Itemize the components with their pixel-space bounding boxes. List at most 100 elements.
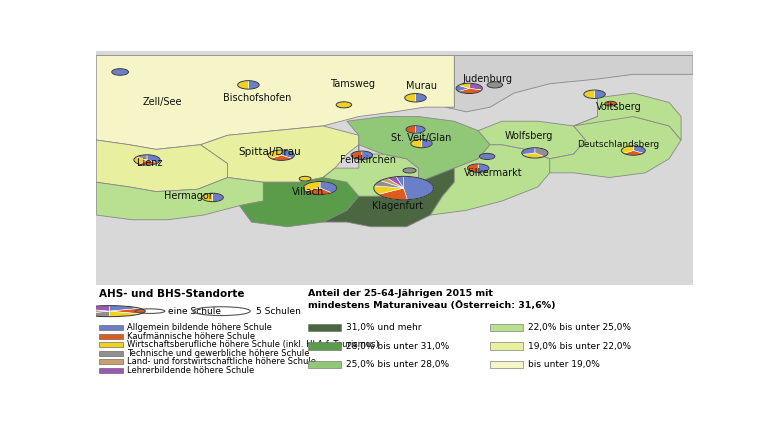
Text: Wolfsberg: Wolfsberg [504,131,553,142]
Bar [490,343,523,350]
Wedge shape [406,126,416,133]
Wedge shape [633,146,645,153]
Bar [99,342,123,347]
Wedge shape [403,168,416,173]
Wedge shape [535,148,548,156]
Text: 5 Schulen: 5 Schulen [256,307,301,315]
Text: Lienz: Lienz [137,159,162,168]
Polygon shape [96,56,454,149]
Text: 28,0% bis unter 31,0%: 28,0% bis unter 31,0% [346,342,449,351]
Bar [99,334,123,339]
Polygon shape [574,93,681,140]
Wedge shape [410,139,421,148]
Wedge shape [109,306,140,311]
Wedge shape [584,90,594,98]
Text: AHS- und BHS-Standorte: AHS- und BHS-Standorte [99,289,245,299]
Wedge shape [421,139,432,148]
Wedge shape [487,82,503,88]
Wedge shape [79,306,109,311]
Text: 19,0% bis unter 22,0%: 19,0% bis unter 22,0% [527,342,631,351]
Bar [308,324,341,332]
Text: Klagenfurt: Klagenfurt [372,201,423,211]
Text: Technische und gewerbliche höhere Schule: Technische und gewerbliche höhere Schule [127,349,310,357]
Wedge shape [378,188,407,200]
Polygon shape [96,178,263,220]
Bar [99,359,123,364]
Text: Voitsberg: Voitsberg [595,102,641,112]
Text: Kaufmännische höhere Schule: Kaufmännische höhere Schule [127,332,256,340]
Text: Land- und forstwirtschaftliche höhere Schule: Land- und forstwirtschaftliche höhere Sc… [127,357,316,366]
Wedge shape [380,178,403,188]
Wedge shape [305,188,331,195]
Wedge shape [459,83,469,88]
Wedge shape [522,148,535,154]
Wedge shape [136,155,147,160]
Wedge shape [621,146,633,153]
Polygon shape [346,117,490,182]
Wedge shape [594,90,605,98]
Wedge shape [478,164,489,173]
Text: Wirtschaftsberufliche höhere Schule (inkl. HLA f. Tourismus): Wirtschaftsberufliche höhere Schule (ink… [127,340,379,349]
Wedge shape [416,126,425,133]
Bar [308,343,341,350]
Wedge shape [249,81,259,89]
Text: Feldkirchen: Feldkirchen [340,155,396,165]
Wedge shape [469,83,482,90]
Polygon shape [430,145,550,215]
Polygon shape [239,168,359,227]
Text: Judenburg: Judenburg [462,74,512,84]
Text: Murau: Murau [406,81,437,91]
Text: 22,0% bis unter 25,0%: 22,0% bis unter 25,0% [527,323,631,332]
Text: Lehrerbildende höhere Schule: Lehrerbildende höhere Schule [127,365,255,374]
Wedge shape [480,153,495,159]
Text: Anteil der 25-64-Jährigen 2015 mit
mindestens Maturaniveau (Österreich: 31,6%): Anteil der 25-64-Jährigen 2015 mit minde… [308,289,556,310]
Bar [99,351,123,356]
Text: Tamsweg: Tamsweg [330,79,375,89]
Polygon shape [96,140,228,192]
Wedge shape [109,311,140,317]
Text: Zell/See: Zell/See [142,98,182,107]
Text: Allgemein bildende höhere Schule: Allgemein bildende höhere Schule [127,323,272,332]
Wedge shape [238,81,249,89]
Wedge shape [387,177,403,188]
Polygon shape [550,117,681,178]
Polygon shape [323,145,419,196]
Text: eine Schule: eine Schule [168,307,221,315]
Wedge shape [74,308,109,314]
Wedge shape [281,150,294,158]
Text: Völkermarkt: Völkermarkt [464,168,522,178]
Bar [490,324,523,332]
Wedge shape [202,193,213,202]
Text: Villach: Villach [292,187,324,197]
Text: Hermagor: Hermagor [164,191,213,201]
Wedge shape [270,155,292,160]
Text: Spittal/Drau: Spittal/Drau [238,147,300,157]
Wedge shape [405,94,416,102]
Text: Bischofshofen: Bischofshofen [223,93,292,103]
Polygon shape [478,121,586,159]
Polygon shape [201,126,359,182]
Wedge shape [299,176,311,181]
Wedge shape [320,181,336,193]
Polygon shape [323,168,454,227]
Wedge shape [459,88,482,94]
Wedge shape [604,101,617,106]
Bar [99,368,123,373]
Wedge shape [147,155,160,163]
Wedge shape [396,176,403,188]
Polygon shape [445,56,693,112]
Wedge shape [416,94,427,102]
Wedge shape [467,164,478,173]
Text: bis unter 19,0%: bis unter 19,0% [527,360,600,369]
Wedge shape [139,160,158,165]
Wedge shape [268,150,281,158]
Wedge shape [624,151,643,155]
Text: St. Veit/Glan: St. Veit/Glan [391,133,452,142]
Wedge shape [213,193,223,202]
Bar [308,361,341,368]
Wedge shape [112,69,129,75]
Text: Deutschlandsberg: Deutschlandsberg [578,140,660,149]
Wedge shape [303,181,320,191]
Wedge shape [351,151,362,159]
Bar [99,325,123,330]
